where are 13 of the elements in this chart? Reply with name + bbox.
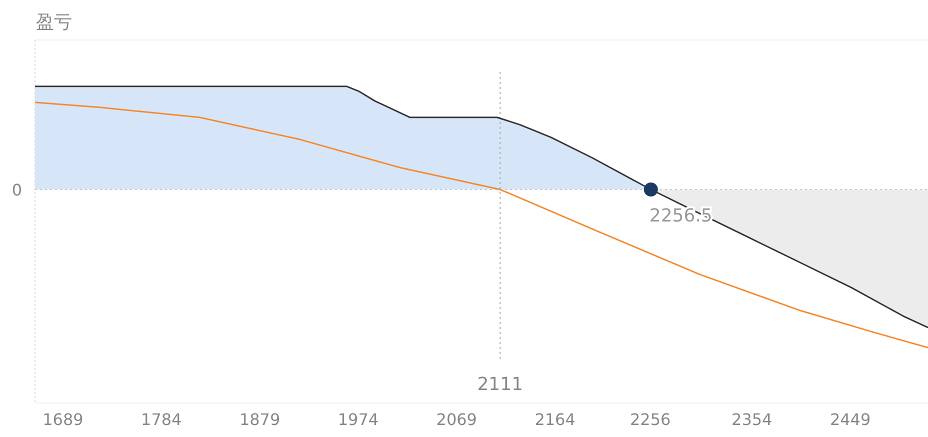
ref-line-label: 2111 [477,374,524,395]
x-tick-label: 1879 [239,410,280,429]
x-tick-label: 2164 [534,410,576,429]
x-tick-label: 2069 [436,410,477,429]
x-tick-label: 2256 [630,410,671,429]
x-tick-label: 1689 [42,410,84,429]
ref-line-label: 0 [12,180,22,200]
x-tick-label: 2449 [830,410,871,429]
annotation: 2256.5 [649,206,712,227]
x-tick-label: 1974 [338,410,379,429]
x-tick-label: 1784 [141,410,182,429]
y-axis-title: 盈亏 [36,12,72,33]
x-tick-label: 2354 [732,410,772,429]
